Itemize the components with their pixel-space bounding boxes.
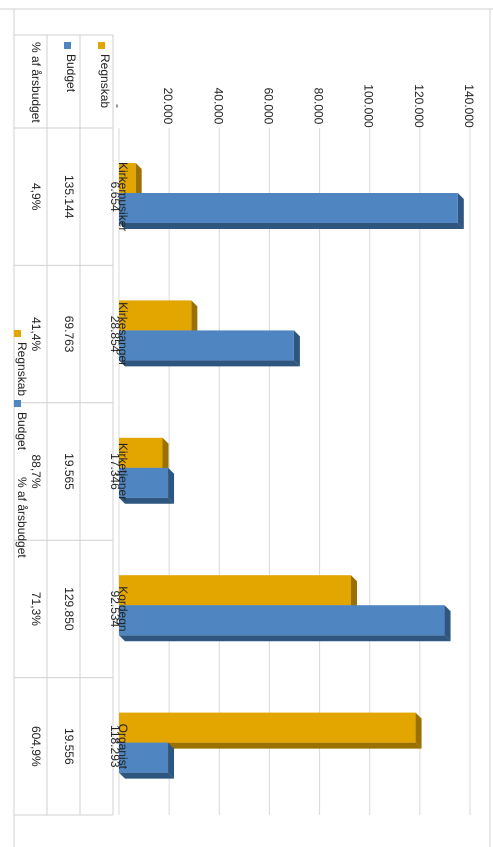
bar-regnskab	[119, 575, 351, 606]
table-value: 28.854	[108, 316, 122, 353]
table-value: 71,3%	[29, 592, 43, 626]
bar-shadow	[119, 772, 175, 779]
legend-label: Budget	[15, 412, 29, 451]
bar-shadow	[119, 742, 422, 749]
table-value: 88,7%	[29, 454, 43, 488]
tick-label: -	[111, 104, 125, 108]
legend-key-regnskab	[14, 330, 21, 337]
table-row-label: % af årsbudget	[29, 42, 43, 123]
tick-label: 120.000	[412, 84, 426, 128]
tick-label: 60.000	[261, 88, 275, 125]
bar-side	[444, 605, 451, 642]
tick-label: 140.000	[462, 84, 476, 128]
table-value: 17.346	[108, 453, 122, 490]
category-label: Kirketjener	[116, 443, 130, 500]
category-label: Kirkemusiker	[116, 162, 130, 231]
bar-shadow	[119, 360, 300, 367]
table-value: 604,9%	[29, 726, 43, 767]
bar-regnskab	[119, 163, 136, 193]
bar-shadow	[119, 223, 464, 229]
legend-label: % af årsbudget	[15, 477, 29, 558]
bar-side	[162, 437, 169, 474]
tick-label: 20.000	[161, 88, 175, 125]
table-value: 41,4%	[29, 317, 43, 351]
bar-side	[350, 575, 357, 612]
bar-budget	[119, 330, 294, 361]
bar-side	[293, 330, 300, 367]
table-row-label: Regnskab	[98, 54, 112, 108]
legend-label: Regnskab	[15, 342, 29, 396]
bars	[119, 163, 464, 779]
table-value: 69.763	[62, 316, 76, 353]
table-key-budget	[64, 42, 71, 49]
category-label: Organist	[116, 724, 130, 770]
value-axis: - 20.000 40.000 60.000 80.000 100.000 120.000 1…	[111, 84, 476, 128]
bar-regnskab	[119, 300, 192, 331]
data-table: Regnskab Budget % af årsbudget Kirkemusiker…	[13, 34, 130, 816]
bar-budget	[119, 742, 169, 773]
bar-side	[457, 193, 464, 229]
table-value: 6.654	[108, 182, 122, 212]
bar-budget	[119, 605, 445, 636]
table-value: 118.293	[108, 725, 122, 768]
table-row-label: Budget	[64, 54, 78, 93]
table-value: 19.565	[62, 453, 76, 490]
table-key-regnskab	[98, 42, 105, 49]
table-value: 92.534	[108, 591, 122, 628]
bar-side	[135, 163, 142, 199]
category-label: Kirkesanger	[116, 302, 130, 366]
tick-label: 100.000	[362, 84, 376, 128]
bar-side	[415, 712, 422, 749]
bar-side	[168, 467, 175, 504]
tick-label: 80.000	[312, 88, 326, 125]
table-value: 4,9%	[29, 183, 43, 211]
bar-shadow	[119, 635, 451, 642]
bar-budget	[119, 193, 458, 223]
category-label: Kordegn	[116, 586, 130, 631]
bar-side	[191, 300, 198, 337]
tick-label: 40.000	[211, 88, 225, 125]
bar-regnskab	[119, 437, 163, 468]
table-value: 129.850	[62, 587, 76, 631]
legend: Regnskab Budget % af årsbudget	[14, 330, 29, 558]
bar-shadow	[119, 497, 175, 504]
table-value: 135.144	[62, 175, 76, 219]
legend-key-budget	[14, 400, 21, 407]
bar-regnskab	[119, 712, 416, 743]
table-value: 19.556	[62, 728, 76, 765]
bar-side	[168, 742, 175, 779]
bar-budget	[119, 467, 169, 498]
